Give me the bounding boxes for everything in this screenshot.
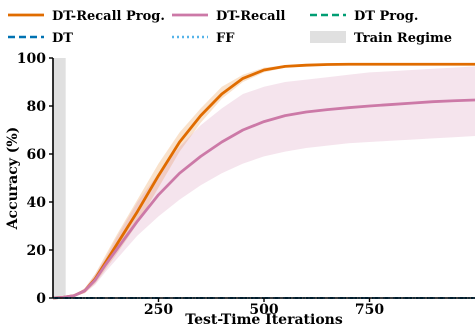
legend-label-1: DT-Recall [216, 9, 286, 24]
legend-label-2: DT Prog. [354, 9, 418, 24]
series-line-1 [52, 98, 475, 300]
legend-label-0: DT-Recall Prog. [52, 9, 165, 24]
plot-area [52, 58, 475, 300]
train-regime-span [53, 58, 66, 298]
ticks: 0 20 40 60 80 100 250 500 750 [17, 51, 385, 318]
legend: DT-Recall Prog. DT-Recall DT Prog. DT FF Trai… [8, 9, 452, 46]
y-tick-label: 80 [27, 99, 47, 115]
y-tick-label: 0 [36, 291, 46, 307]
legend-label-4: FF [216, 31, 235, 46]
y-axis-title: Accuracy (%) [5, 127, 21, 231]
legend-swatch-train-regime [310, 31, 346, 43]
x-tick-label: 750 [355, 302, 384, 318]
x-tick-label: 500 [249, 302, 278, 318]
series-band-0 [53, 63, 475, 298]
y-tick-label: 100 [17, 51, 46, 67]
series-band-1 [53, 66, 475, 299]
y-tick-label: 60 [27, 147, 47, 163]
legend-label-3: DT [52, 31, 73, 46]
x-axis-title: Test-Time Iterations [185, 312, 343, 326]
legend-label-train-regime: Train Regime [354, 31, 452, 46]
y-tick-label: 20 [27, 243, 47, 259]
x-tick-label: 250 [144, 302, 173, 318]
y-tick-label: 40 [27, 195, 47, 211]
